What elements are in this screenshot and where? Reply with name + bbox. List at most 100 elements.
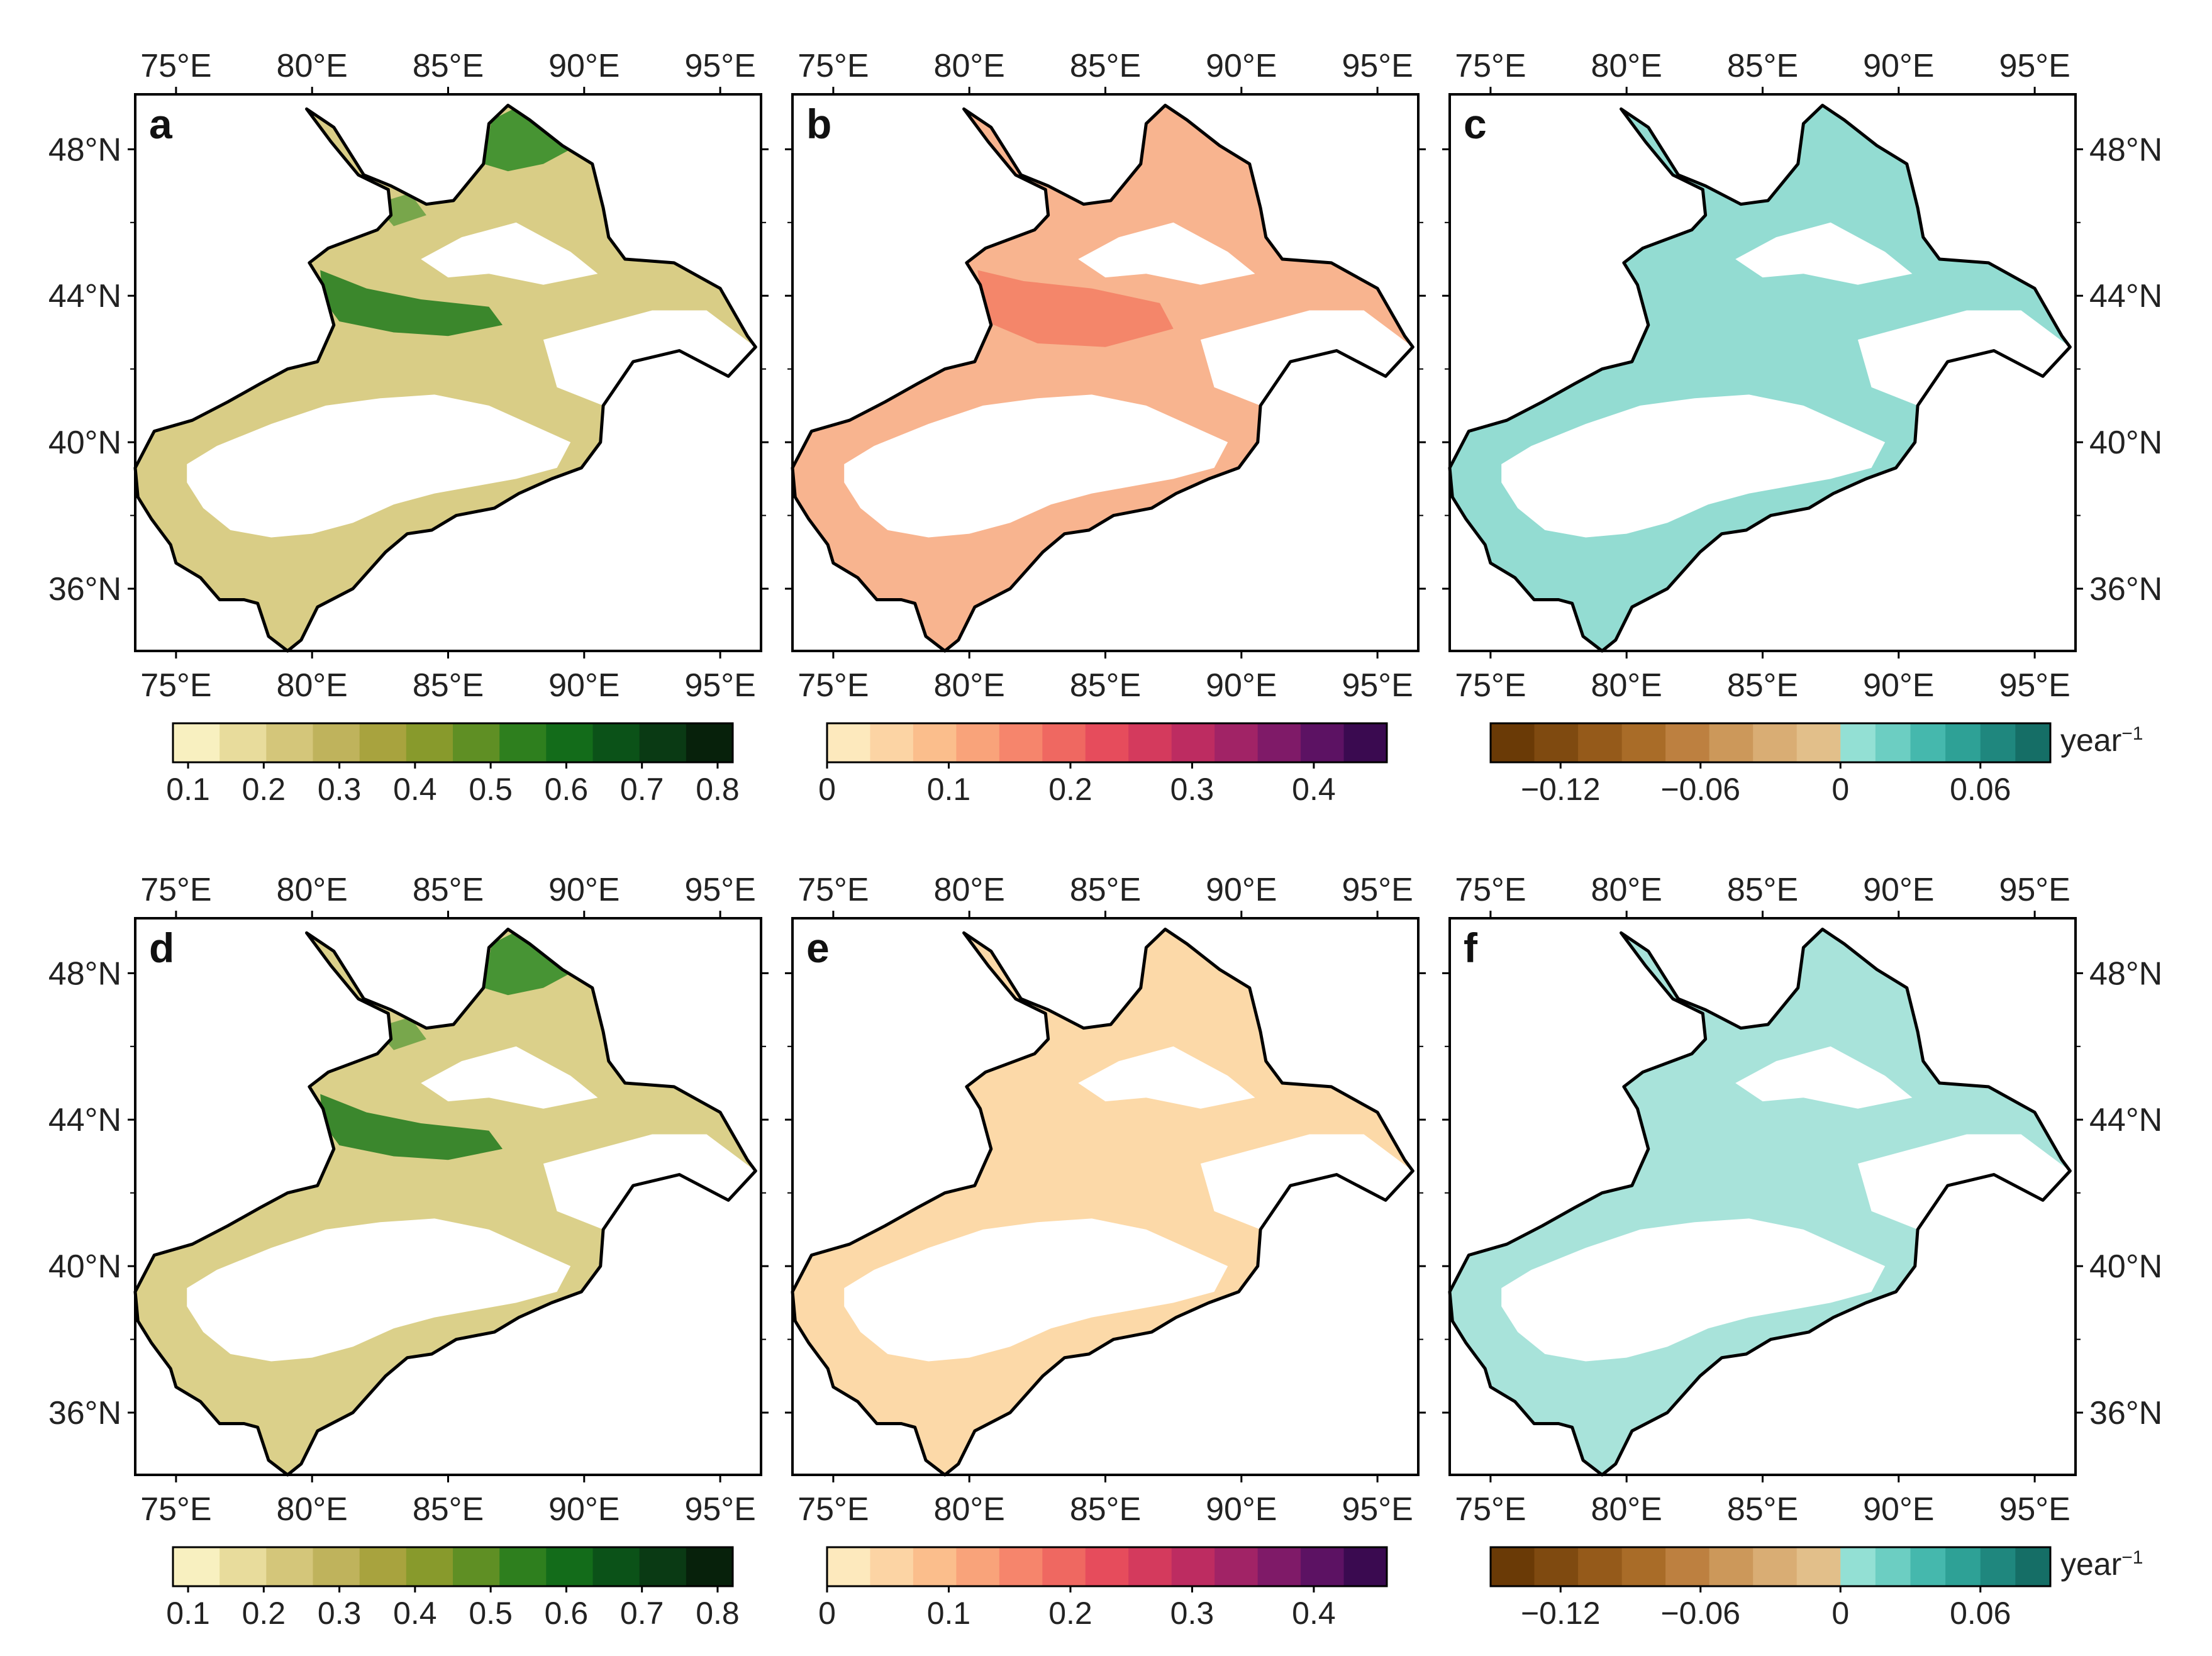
- colorbar-swatch: [1491, 1547, 1535, 1586]
- colorbar-tick-label: −0.12: [1521, 772, 1601, 807]
- colorbar-frame: [826, 722, 1388, 764]
- colorbar-tick-label: −0.12: [1521, 1596, 1601, 1631]
- colorbar-swatch: [546, 1547, 594, 1586]
- lon-label-top: 80°E: [1591, 872, 1662, 908]
- colorbar-tick-label: −0.06: [1660, 1596, 1740, 1631]
- colorbar-swatch: [1796, 1547, 1841, 1586]
- basin-no-data: [844, 1218, 1228, 1362]
- colorbar-tick-label: 0.1: [927, 772, 971, 807]
- lon-label-top: 95°E: [1342, 872, 1413, 908]
- colorbar-swatch: [999, 1547, 1043, 1586]
- lon-label-top: 85°E: [1070, 48, 1141, 84]
- colorbar-tick-label: 0.6: [545, 772, 589, 807]
- lon-label-top: 95°E: [1999, 872, 2070, 908]
- lon-label-top: 75°E: [1455, 48, 1526, 84]
- colorbar-swatch: [1257, 1547, 1301, 1586]
- colorbar-swatch: [499, 1547, 547, 1586]
- lon-label-top: 85°E: [1727, 872, 1798, 908]
- colorbar-swatch: [453, 723, 500, 762]
- colorbar-swatch: [913, 723, 957, 762]
- lon-label-bottom: 80°E: [277, 1491, 348, 1528]
- colorbar-swatch: [1621, 1547, 1666, 1586]
- colorbar-tick-label: 0.2: [242, 772, 286, 807]
- colorbar-unit-sup: −1: [2121, 1547, 2143, 1568]
- lon-label-top: 90°E: [548, 872, 620, 908]
- colorbar-swatch: [2015, 1547, 2051, 1586]
- map-panel-e: e 75°E 75°E 80°E 80°E 85°E 85°E 90°E 90°E 95°E 95°…: [785, 872, 1426, 1528]
- eastern-no-data: [543, 1134, 756, 1230]
- colorbar-swatch: [220, 723, 267, 762]
- colorbar-tick-label: 0.3: [318, 772, 362, 807]
- colorbar-tick-label: 0.2: [1048, 772, 1092, 807]
- map-panel-b: b 75°E 75°E 80°E 80°E 85°E 85°E 90°E 90°E 95°E 95°…: [785, 48, 1426, 704]
- lon-label-top: 85°E: [413, 48, 484, 84]
- region-boundary: [133, 103, 757, 653]
- lon-label-bottom: 80°E: [277, 667, 348, 704]
- lon-label-bottom: 80°E: [934, 1491, 1005, 1528]
- region-boundary: [133, 927, 757, 1477]
- lat-label-left: 48°N: [48, 131, 121, 168]
- lon-label-bottom: 85°E: [1727, 667, 1798, 704]
- lon-label-bottom: 85°E: [413, 1491, 484, 1528]
- panel-letter: c: [1464, 101, 1487, 147]
- lat-label-left: 44°N: [48, 278, 121, 314]
- lon-label-top: 90°E: [1863, 872, 1934, 908]
- lon-label-bottom: 75°E: [1455, 667, 1526, 704]
- lon-label-top: 95°E: [1342, 48, 1413, 84]
- lon-label-bottom: 75°E: [140, 1491, 211, 1528]
- lat-label-right: 44°N: [2089, 1102, 2162, 1138]
- eastern-no-data: [1857, 1134, 2070, 1230]
- lon-label-top: 85°E: [1070, 872, 1141, 908]
- colorbar-swatch: [1578, 723, 1623, 762]
- lon-label-top: 80°E: [934, 48, 1005, 84]
- panel-letter: b: [806, 101, 831, 147]
- colorbar-swatch: [1301, 723, 1345, 762]
- colorbar-swatch: [1491, 723, 1535, 762]
- junggar-no-data: [421, 222, 598, 285]
- colorbar-swatch: [1840, 1547, 1876, 1586]
- colorbar-swatch: [546, 723, 594, 762]
- lon-label-bottom: 95°E: [684, 667, 755, 704]
- eastern-no-data: [1200, 310, 1413, 406]
- colorbar-unit-sup: −1: [2121, 723, 2143, 744]
- lon-label-bottom: 75°E: [1455, 1491, 1526, 1528]
- lon-label-bottom: 95°E: [1999, 1491, 2070, 1528]
- lon-label-bottom: 90°E: [548, 1491, 620, 1528]
- junggar-no-data: [1078, 1046, 1255, 1109]
- lon-label-top: 90°E: [548, 48, 620, 84]
- colorbar-swatch: [1171, 1547, 1215, 1586]
- colorbar-swatch: [1578, 1547, 1623, 1586]
- colorbar-tick-label: −0.06: [1660, 772, 1740, 807]
- tianshan-high-values: [320, 1094, 503, 1160]
- colorbar-tick-label: 0.4: [1292, 1596, 1336, 1631]
- colorbar-swatch: [870, 723, 914, 762]
- colorbar-swatch: [1085, 723, 1129, 762]
- colorbar-swatch: [1665, 723, 1710, 762]
- colorbar-swatch: [1910, 723, 1946, 762]
- lon-label-top: 75°E: [140, 48, 211, 84]
- altai-high-values: [483, 109, 571, 172]
- colorbars-layer: 0.1 0.2 0.3 0.4 0.5 0.6 0.7 0.8 0 0.1 0.2 0.3 0.4 −0.…: [166, 722, 2143, 1631]
- lon-label-top: 90°E: [1863, 48, 1934, 84]
- colorbar-swatch: [827, 1547, 871, 1586]
- region-boundary: [1448, 927, 2072, 1477]
- panel-letter: f: [1464, 925, 1478, 971]
- colorbar-swatch: [1875, 723, 1911, 762]
- lat-label-right: 36°N: [2089, 1395, 2162, 1431]
- lat-label-right: 48°N: [2089, 131, 2162, 168]
- colorbar-unit: year−1: [2060, 723, 2143, 758]
- tianshan-high-values: [320, 270, 503, 336]
- colorbar-swatch: [1753, 723, 1798, 762]
- lon-label-bottom: 90°E: [1863, 1491, 1934, 1528]
- colorbar-tick-label: 0.4: [1292, 772, 1336, 807]
- colorbar-unit: year−1: [2060, 1547, 2143, 1582]
- colorbar-swatch: [2015, 723, 2051, 762]
- basin-no-data: [187, 394, 571, 538]
- eastern-no-data: [1857, 310, 2070, 406]
- lon-label-bottom: 85°E: [1070, 667, 1141, 704]
- basin-no-data: [187, 1218, 571, 1362]
- colorbar-swatch: [359, 723, 407, 762]
- eastern-no-data: [543, 310, 756, 406]
- lon-label-top: 80°E: [1591, 48, 1662, 84]
- region-boundary: [791, 103, 1414, 653]
